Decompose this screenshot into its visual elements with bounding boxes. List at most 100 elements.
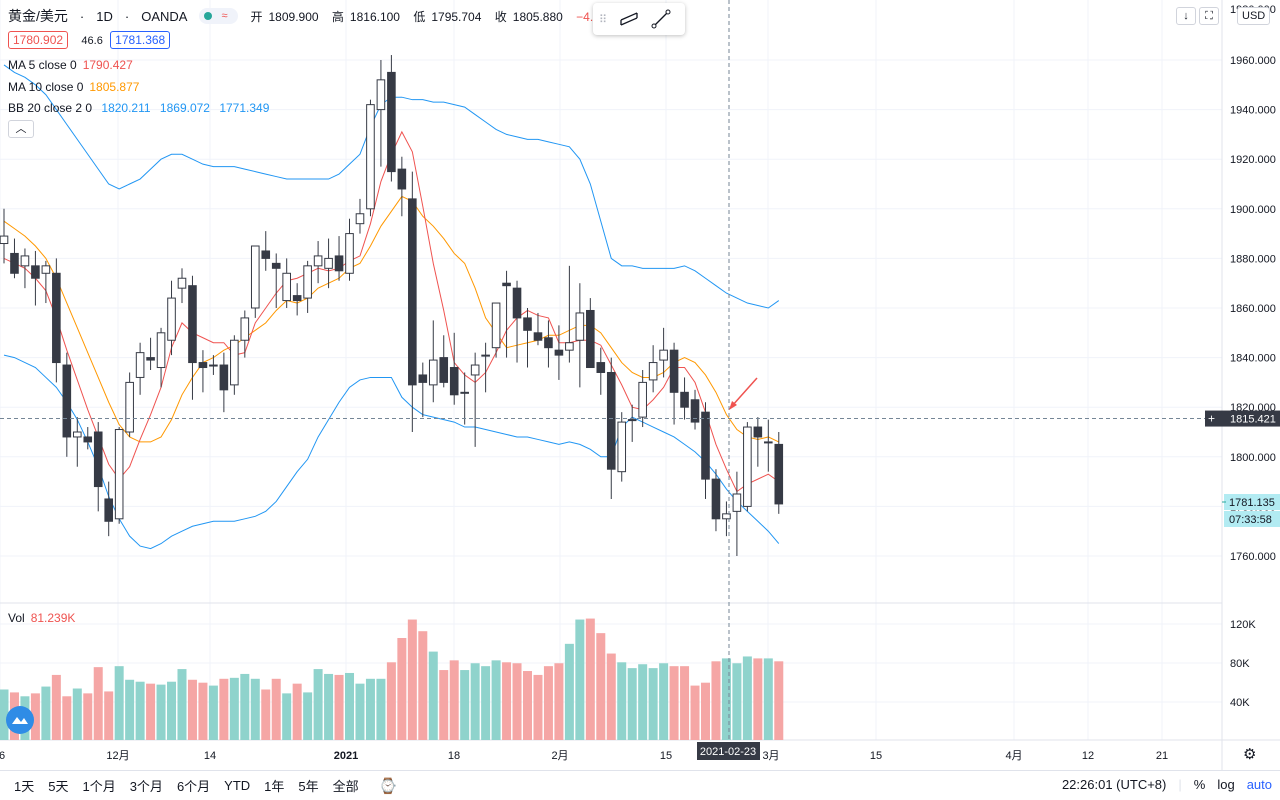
crosshair-price-label: 1815.421 <box>1230 414 1276 426</box>
candle-body <box>732 493 742 512</box>
period-button-4[interactable]: 6个月 <box>176 779 211 794</box>
period-button-2[interactable]: 1个月 <box>82 779 116 794</box>
sell-price-box[interactable]: 1780.902 <box>8 31 69 49</box>
candle-body <box>10 252 19 274</box>
period-button-8[interactable]: 全部 <box>332 779 359 794</box>
collapse-legend-button[interactable]: ︿ <box>8 120 34 138</box>
volume-legend[interactable]: Vol 81.239K <box>8 611 81 625</box>
candle-body <box>20 255 30 267</box>
candle-body <box>722 513 731 520</box>
candle-body <box>282 272 291 302</box>
log-toggle[interactable]: log <box>1217 777 1235 792</box>
tradingview-logo-icon[interactable] <box>6 706 34 734</box>
ma5-legend[interactable]: MA 5 close 0 1790.427 <box>8 58 139 72</box>
volume-bar <box>575 619 585 740</box>
candle-body <box>230 339 239 386</box>
period-button-0[interactable]: 1天 <box>14 779 35 794</box>
annotation-arrow-line <box>731 377 758 407</box>
market-status-pill[interactable]: ≈ <box>199 8 239 24</box>
candle-body <box>198 362 208 369</box>
floating-drawing-toolbar[interactable]: ⠿ <box>593 3 685 35</box>
price-tick-label: 1860.000 <box>1230 303 1276 315</box>
period-button-1[interactable]: 5天 <box>48 779 69 794</box>
volume-bar <box>554 663 564 740</box>
volume-bar <box>240 673 250 740</box>
candle-body <box>31 265 40 279</box>
drag-grip-icon[interactable]: ⠿ <box>598 13 608 26</box>
volume-bar <box>460 670 470 740</box>
settings-gear-icon[interactable]: ⚙ <box>1243 745 1256 763</box>
volume-tick-label: 40K <box>1230 697 1250 709</box>
candle-body <box>292 295 302 302</box>
parallel-channel-icon <box>620 12 638 26</box>
fullscreen-button[interactable]: ⛶ <box>1199 7 1219 25</box>
countdown-label: 07:33:58 <box>1229 514 1272 526</box>
candle-body <box>261 250 271 259</box>
price-tick-label: 1900.000 <box>1230 204 1276 216</box>
goto-date-icon[interactable]: ⌚ <box>378 777 398 795</box>
percent-toggle[interactable]: % <box>1193 777 1206 792</box>
time-tick-label: 18 <box>448 750 460 762</box>
close-value: 1805.880 <box>512 9 563 24</box>
candle-body <box>544 337 553 349</box>
candle-body <box>83 436 93 443</box>
volume-bar <box>397 638 407 740</box>
period-button-6[interactable]: 1年 <box>264 779 285 794</box>
download-button[interactable]: ↓ <box>1176 7 1196 25</box>
volume-bar <box>690 685 700 740</box>
volume-bar <box>564 643 574 740</box>
currency-selector[interactable]: USD <box>1237 7 1271 25</box>
volume-bar <box>146 683 156 740</box>
candle-body <box>659 349 668 361</box>
volume-bar <box>596 633 606 740</box>
price-tick-label: 1940.000 <box>1230 105 1276 117</box>
candle-body <box>638 381 647 418</box>
volume-bar <box>313 669 323 740</box>
candle-body <box>188 285 197 364</box>
period-button-5[interactable]: YTD <box>224 778 251 793</box>
time-tick-label: 6 <box>0 750 5 762</box>
volume-bar <box>303 692 313 740</box>
volume-bar <box>187 679 197 740</box>
period-button-7[interactable]: 5年 <box>298 779 319 794</box>
volume-bar <box>41 686 51 740</box>
candle-body <box>680 391 689 408</box>
candle-body <box>167 297 176 341</box>
candle-body <box>533 332 543 341</box>
candle-body <box>575 312 585 341</box>
candle-body <box>502 282 511 287</box>
chevron-up-icon: ︿ <box>15 123 27 135</box>
volume-bar <box>742 656 752 740</box>
clock-label[interactable]: 22:26:01 (UTC+8) <box>1061 777 1167 792</box>
bb-lower-line <box>3 354 780 550</box>
price-axis: 1960.000 1940.000 1920.000 1900.000 1880.000… <box>0 4 1276 762</box>
volume-bar <box>502 662 512 740</box>
crosshair-price-tag <box>1205 410 1280 427</box>
symbol-name[interactable]: 黄金/美元 <box>8 8 68 24</box>
candle-body <box>418 374 428 383</box>
trend-line-tool-button[interactable] <box>645 3 677 35</box>
price-tick-label: 1800.000 <box>1230 452 1276 464</box>
price-tick-label: 1840.000 <box>1230 353 1276 365</box>
candle-body <box>627 419 637 422</box>
parallel-channel-tool-button[interactable] <box>613 3 645 35</box>
period-button-3[interactable]: 3个月 <box>129 779 163 794</box>
volume-bar <box>774 661 784 740</box>
candle-body <box>387 71 396 173</box>
buy-price-box[interactable]: 1781.368 <box>110 31 171 49</box>
open-value: 1809.900 <box>268 9 319 24</box>
auto-toggle[interactable]: auto <box>1246 777 1272 792</box>
ma10-legend[interactable]: MA 10 close 0 1805.877 <box>8 80 145 94</box>
volume-bar <box>669 666 679 740</box>
bb-legend[interactable]: BB 20 close 2 0 1820.211 1869.072 1771.3… <box>8 101 275 115</box>
volume-bar <box>167 681 177 740</box>
bb-upper-value: 1869.072 <box>159 101 210 115</box>
candle-body <box>711 478 721 520</box>
interval-label[interactable]: 1D <box>96 8 113 24</box>
candle-body <box>523 317 532 331</box>
candle-body <box>596 362 606 373</box>
volume-bar <box>156 684 166 740</box>
volume-value: 81.239K <box>30 611 76 625</box>
candle-body <box>114 429 124 520</box>
